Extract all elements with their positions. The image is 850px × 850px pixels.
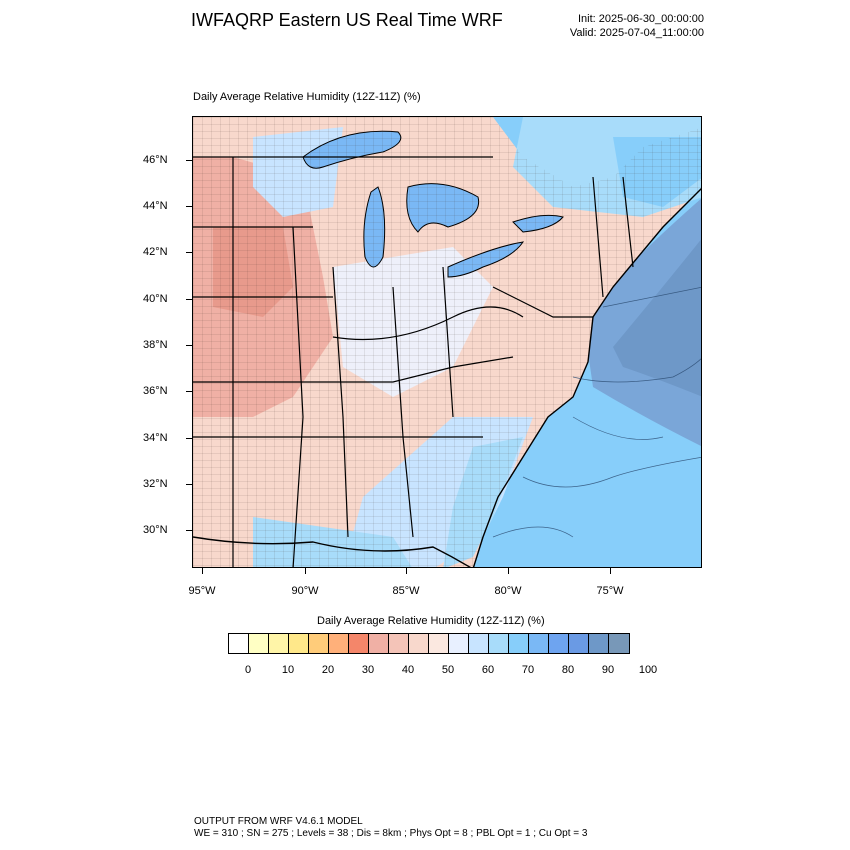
colorbar-swatch: [429, 634, 449, 653]
lat-label: 40°N: [143, 293, 168, 305]
lat-tick: [186, 438, 192, 439]
lon-label: 85°W: [392, 585, 420, 597]
colorbar-swatch: [409, 634, 429, 653]
colorbar-swatch: [389, 634, 409, 653]
lat-tick: [186, 391, 192, 392]
colorbar-swatch: [229, 634, 249, 653]
lat-tick: [186, 206, 192, 207]
lat-tick: [186, 345, 192, 346]
colorbar: [228, 633, 630, 654]
colorbar-swatch: [529, 634, 549, 653]
colorbar-swatch: [569, 634, 589, 653]
humidity-map: [192, 116, 702, 568]
lon-tick: [202, 568, 203, 574]
lat-label: 42°N: [143, 246, 168, 258]
init-time: Init: 2025-06-30_00:00:00: [578, 13, 704, 25]
lat-label: 34°N: [143, 432, 168, 444]
colorbar-tick-label: 30: [361, 664, 375, 676]
footer-model: OUTPUT FROM WRF V4.6.1 MODEL: [194, 816, 363, 827]
lat-tick: [186, 530, 192, 531]
lon-tick: [610, 568, 611, 574]
colorbar-swatch: [289, 634, 309, 653]
colorbar-swatch: [349, 634, 369, 653]
map-graphic: [193, 117, 701, 567]
coastline: [472, 188, 701, 567]
state-borders: [193, 156, 634, 567]
lat-label: 30°N: [143, 524, 168, 536]
lat-tick: [186, 484, 192, 485]
colorbar-tick-label: 100: [638, 664, 658, 676]
lon-tick: [305, 568, 306, 574]
county-borders: [193, 117, 701, 567]
colorbar-tick-label: 10: [281, 664, 295, 676]
colorbar-swatch: [369, 634, 389, 653]
colorbar-tick-label: 40: [401, 664, 415, 676]
lat-tick: [186, 252, 192, 253]
gulf-coastline: [193, 536, 472, 567]
lat-tick: [186, 299, 192, 300]
lat-label: 44°N: [143, 200, 168, 212]
colorbar-tick-label: 70: [521, 664, 535, 676]
offshore-contours: [492, 287, 701, 538]
footer-config: WE = 310 ; SN = 275 ; Levels = 38 ; Dis …: [194, 828, 588, 839]
colorbar-swatch: [609, 634, 629, 653]
colorbar-swatch: [329, 634, 349, 653]
lat-label: 36°N: [143, 385, 168, 397]
colorbar-title: Daily Average Relative Humidity (12Z-11Z…: [317, 615, 545, 627]
colorbar-tick-label: 20: [321, 664, 335, 676]
map-field-label: Daily Average Relative Humidity (12Z-11Z…: [193, 91, 421, 103]
lon-label: 80°W: [494, 585, 522, 597]
lat-label: 46°N: [143, 154, 168, 166]
colorbar-swatch: [469, 634, 489, 653]
colorbar-swatch: [489, 634, 509, 653]
colorbar-tick-label: 80: [561, 664, 575, 676]
lon-tick: [406, 568, 407, 574]
colorbar-swatch: [309, 634, 329, 653]
plot-title: IWFAQRP Eastern US Real Time WRF: [191, 10, 503, 30]
colorbar-swatch: [589, 634, 609, 653]
colorbar-tick-label: 0: [244, 664, 252, 676]
colorbar-tick-label: 60: [481, 664, 495, 676]
colorbar-swatch: [449, 634, 469, 653]
lon-tick: [508, 568, 509, 574]
colorbar-swatch: [509, 634, 529, 653]
offshore-max-humidity: [613, 239, 701, 397]
colorbar-tick-label: 50: [441, 664, 455, 676]
valid-time: Valid: 2025-07-04_11:00:00: [569, 27, 704, 39]
lat-label: 38°N: [143, 339, 168, 351]
colorbar-swatch: [549, 634, 569, 653]
colorbar-swatch: [269, 634, 289, 653]
colorbar-tick-label: 90: [601, 664, 615, 676]
lon-label: 90°W: [291, 585, 319, 597]
colorbar-swatch: [249, 634, 269, 653]
lon-label: 75°W: [596, 585, 624, 597]
lon-label: 95°W: [188, 585, 216, 597]
lat-label: 32°N: [143, 478, 168, 490]
lat-tick: [186, 160, 192, 161]
